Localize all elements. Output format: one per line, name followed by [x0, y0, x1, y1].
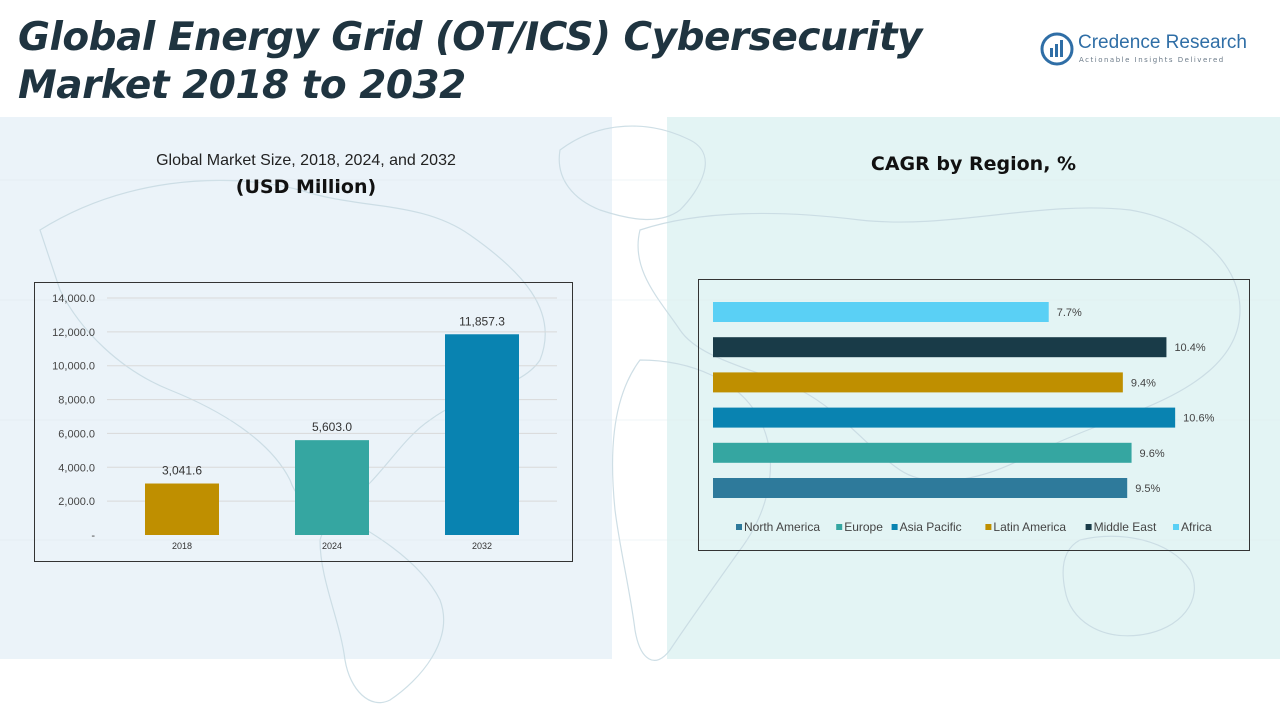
market-size-bar-chart-svg: - 2,000.0 4,000.0 6,000.0 8,000.0 10,000.0 12,…	[52, 293, 557, 551]
market-size-bar-chart: - 2,000.0 4,000.0 6,000.0 8,000.0 10,000.0 12,…	[34, 282, 573, 562]
legend-label: Europe	[844, 520, 883, 534]
legend-swatch	[836, 524, 843, 530]
y-tick-label: 14,000.0	[52, 293, 95, 305]
bar-2024	[295, 440, 369, 535]
bar-north-america	[713, 478, 1128, 498]
y-tick-label: 12,000.0	[52, 327, 95, 339]
page-title: Global Energy Grid (OT/ICS) Cybersecurit…	[18, 14, 978, 110]
cagr-chart-title: CAGR by Region, %	[870, 153, 1077, 175]
cagr-by-region-bar-chart: 7.7% 10.4% 9.4% 10.6% 9.6% 9.5% North America E…	[698, 279, 1250, 551]
bar-value-label: 5,603.0	[312, 420, 352, 434]
y-tick-label: 6,000.0	[58, 428, 95, 440]
bar-2018	[145, 483, 219, 535]
y-tick-label: 10,000.0	[52, 361, 95, 373]
legend-label: Africa	[1181, 520, 1212, 534]
page-title-line-2: Market 2018 to 2032	[18, 63, 466, 108]
legend-swatch	[891, 524, 898, 530]
bar-africa	[713, 302, 1049, 322]
legend-swatch	[1085, 524, 1092, 530]
legend-swatch	[985, 524, 992, 530]
legend-swatch	[736, 524, 742, 530]
bar-value-label: 10.6%	[1183, 413, 1214, 425]
bar-value-label: 9.6%	[1140, 448, 1165, 460]
market-size-chart-unit: (USD Million)	[235, 176, 377, 198]
bar-value-label: 9.5%	[1135, 483, 1160, 495]
bar-middle-east	[713, 337, 1167, 358]
x-tick-label: 2018	[172, 541, 192, 551]
cagr-by-region-bar-chart-svg: 7.7% 10.4% 9.4% 10.6% 9.6% 9.5% North America E…	[713, 302, 1215, 534]
bar-europe	[713, 442, 1132, 463]
bar-value-label: 10.4%	[1174, 342, 1205, 354]
logo-mark-icon	[1040, 32, 1074, 66]
bar-latin-america	[713, 372, 1123, 393]
legend-label: Asia Pacific	[900, 520, 962, 534]
y-tick-label: -	[91, 530, 95, 542]
bar-asia-pacific	[713, 407, 1176, 428]
market-size-chart-title: Global Market Size, 2018, 2024, and 2032	[156, 152, 456, 169]
credence-research-logo: Credence Research Actionable Insights De…	[1040, 30, 1270, 70]
legend-label: Middle East	[1094, 520, 1157, 534]
x-tick-label: 2024	[322, 541, 342, 551]
logo-tagline: Actionable Insights Delivered	[1079, 56, 1225, 64]
bar-value-label: 11,857.3	[459, 314, 505, 328]
bar-value-label: 7.7%	[1057, 307, 1082, 319]
bar-value-label: 3,041.6	[162, 464, 202, 478]
bar-2032	[445, 334, 519, 535]
y-tick-label: 8,000.0	[58, 395, 95, 407]
y-tick-label: 2,000.0	[58, 496, 95, 508]
page-title-line-1: Global Energy Grid (OT/ICS) Cybersecurit…	[18, 15, 922, 60]
legend-label: North America	[744, 520, 820, 534]
legend-swatch	[1173, 524, 1179, 530]
legend-label: Latin America	[993, 520, 1066, 534]
y-tick-label: 4,000.0	[58, 462, 95, 474]
bar-value-label: 9.4%	[1131, 377, 1156, 389]
logo-name: Credence Research	[1078, 32, 1247, 53]
x-tick-label: 2032	[472, 541, 492, 551]
